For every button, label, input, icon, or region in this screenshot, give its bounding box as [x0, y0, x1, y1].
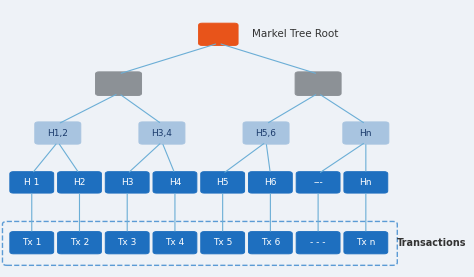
FancyBboxPatch shape	[57, 232, 101, 254]
Text: Tx 2: Tx 2	[70, 238, 89, 247]
Text: H2: H2	[73, 178, 86, 187]
Text: Markel Tree Root: Markel Tree Root	[252, 29, 338, 39]
Text: ---: ---	[313, 178, 323, 187]
FancyBboxPatch shape	[248, 232, 292, 254]
FancyBboxPatch shape	[296, 172, 340, 193]
FancyBboxPatch shape	[10, 172, 54, 193]
Text: Tx 1: Tx 1	[22, 238, 41, 247]
Text: H4: H4	[169, 178, 181, 187]
FancyBboxPatch shape	[248, 172, 292, 193]
Text: Hn: Hn	[360, 129, 372, 137]
Text: H 1: H 1	[24, 178, 39, 187]
FancyBboxPatch shape	[296, 232, 340, 254]
FancyBboxPatch shape	[153, 232, 197, 254]
Text: Tx 4: Tx 4	[165, 238, 184, 247]
Text: H5: H5	[217, 178, 229, 187]
FancyBboxPatch shape	[105, 172, 149, 193]
Text: Tx 6: Tx 6	[261, 238, 280, 247]
FancyBboxPatch shape	[243, 122, 289, 144]
Text: Hn: Hn	[360, 178, 372, 187]
FancyBboxPatch shape	[201, 172, 245, 193]
Text: H3: H3	[121, 178, 134, 187]
Text: H3,4: H3,4	[152, 129, 173, 137]
Text: H5,6: H5,6	[255, 129, 276, 137]
Text: H1,2: H1,2	[47, 129, 68, 137]
FancyBboxPatch shape	[139, 122, 185, 144]
Text: H6: H6	[264, 178, 277, 187]
FancyBboxPatch shape	[96, 72, 142, 96]
FancyBboxPatch shape	[201, 232, 245, 254]
FancyBboxPatch shape	[295, 72, 341, 96]
FancyBboxPatch shape	[199, 23, 238, 45]
FancyBboxPatch shape	[343, 122, 389, 144]
Text: Tx 3: Tx 3	[118, 238, 137, 247]
Text: Tx n: Tx n	[356, 238, 375, 247]
FancyBboxPatch shape	[57, 172, 101, 193]
FancyBboxPatch shape	[10, 232, 54, 254]
FancyBboxPatch shape	[35, 122, 81, 144]
FancyBboxPatch shape	[105, 232, 149, 254]
FancyBboxPatch shape	[344, 172, 388, 193]
FancyBboxPatch shape	[153, 172, 197, 193]
FancyBboxPatch shape	[344, 232, 388, 254]
Text: - - -: - - -	[310, 238, 326, 247]
Text: Tx 5: Tx 5	[213, 238, 232, 247]
Text: Transactions: Transactions	[397, 238, 467, 248]
